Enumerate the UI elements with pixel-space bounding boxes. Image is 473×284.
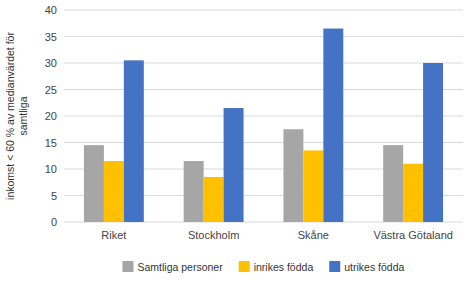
bar — [303, 150, 323, 222]
legend-item: utrikes födda — [329, 261, 404, 273]
bar — [403, 164, 423, 222]
x-tick-label: Riket — [101, 229, 126, 241]
y-tick-label: 25 — [45, 84, 57, 96]
x-tick-label: Stockholm — [188, 229, 239, 241]
legend: Samtliga personer inrikes födda utrikes fö… — [122, 261, 404, 273]
chart: 0 5 10 15 20 25 30 35 40 Riket Stockholm Skåne Västr… — [0, 0, 473, 284]
bar — [323, 29, 343, 222]
y-tick-label: 10 — [45, 163, 57, 175]
x-tick-label: Skåne — [298, 229, 329, 241]
grid-line — [64, 10, 463, 11]
legend-swatch — [239, 261, 250, 272]
y-tick-label: 5 — [51, 190, 57, 202]
bar — [383, 145, 403, 222]
bar — [423, 63, 443, 222]
grid — [64, 10, 463, 222]
y-tick-label: 20 — [45, 110, 57, 122]
legend-label: utrikes födda — [344, 261, 404, 273]
bar — [124, 60, 144, 222]
y-tick-label: 40 — [45, 4, 57, 16]
y-axis: 0 5 10 15 20 25 30 35 40 — [45, 4, 57, 228]
y-axis-label-line: inkomst < 60 % av medianvärdet för — [4, 32, 16, 200]
legend-swatch — [329, 261, 340, 272]
legend-item: Samtliga personer — [122, 261, 223, 273]
y-tick-label: 15 — [45, 137, 57, 149]
bars — [84, 29, 443, 222]
y-axis-label-line: samtliga — [17, 96, 29, 135]
y-tick-label: 30 — [45, 57, 57, 69]
legend-label: Samtliga personer — [137, 261, 223, 273]
grid-line — [64, 36, 463, 37]
bar — [184, 161, 204, 222]
bar — [84, 145, 104, 222]
legend-item: inrikes födda — [239, 261, 314, 273]
y-axis-label: inkomst < 60 % av medianvärdet församtli… — [4, 32, 29, 200]
chart-container: 0 5 10 15 20 25 30 35 40 Riket Stockholm Skåne Västr… — [0, 0, 473, 284]
y-tick-label: 35 — [45, 31, 57, 43]
bar — [283, 129, 303, 222]
x-tick-label: Västra Götaland — [373, 229, 453, 241]
bar — [224, 108, 244, 222]
bar — [104, 161, 124, 222]
legend-label: inrikes födda — [254, 261, 314, 273]
legend-swatch — [122, 261, 133, 272]
bar — [204, 177, 224, 222]
y-tick-label: 0 — [51, 216, 57, 228]
x-axis: Riket Stockholm Skåne Västra Götaland — [101, 229, 453, 241]
